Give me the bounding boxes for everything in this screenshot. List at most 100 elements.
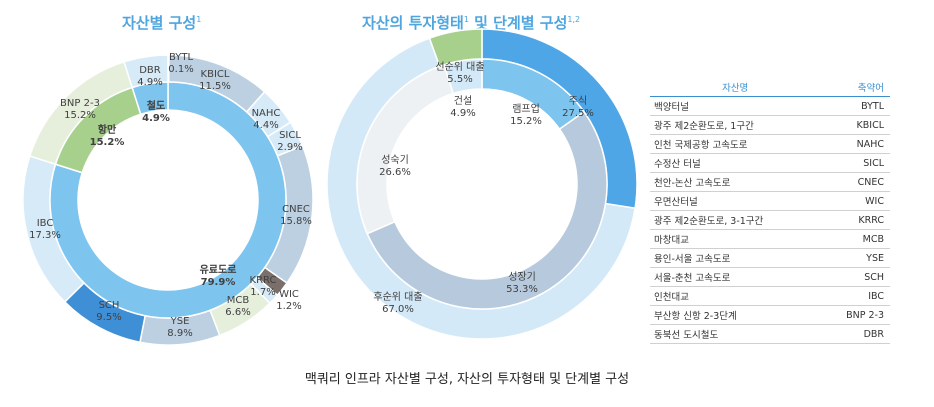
table-row: 용인-서울 고속도로 YSE bbox=[650, 248, 890, 268]
asset-name-cell: 천안-논산 고속도로 bbox=[650, 172, 821, 192]
asset-abbreviation-table: 자산명 축약어 백양터널 BYTL 광주 제2순환도로, 1구간 KBICL 인천 국제… bbox=[650, 78, 890, 344]
slice-label-toll-road: 유료도로 79.9% bbox=[200, 264, 237, 288]
slice-label-mature-value: 26.6% bbox=[379, 167, 411, 178]
slice-label-sch: SCH 9.5% bbox=[96, 300, 121, 323]
abbreviation-cell: BYTL bbox=[820, 96, 890, 116]
asset-name-cell: 광주 제2순환도로, 3-1구간 bbox=[650, 210, 821, 230]
middle-chart-title-part1: 자산의 투자형태 bbox=[362, 14, 464, 32]
donut-slice-건설 bbox=[443, 58, 483, 95]
asset-name-cell: 수정산 터널 bbox=[650, 153, 821, 173]
abbreviation-cell: KBICL bbox=[820, 115, 890, 135]
slice-label-cnec-name: CNEC bbox=[282, 204, 310, 215]
middle-chart-title: 자산의 투자형태1 및 단계별 구성1,2 bbox=[362, 12, 580, 33]
slice-label-bnp-2-3-name: BNP 2-3 bbox=[60, 98, 100, 109]
slice-label-nahc-name: NAHC bbox=[252, 108, 281, 119]
slice-label-rail: 철도 4.9% bbox=[142, 99, 170, 124]
slice-label-sub-loan-value: 67.0% bbox=[382, 304, 414, 315]
abbreviation-cell: SCH bbox=[820, 267, 890, 287]
abbreviation-cell: SICL bbox=[820, 153, 890, 173]
slice-label-port-value: 15.2% bbox=[90, 137, 125, 148]
slice-label-dbr-value: 4.9% bbox=[137, 77, 162, 88]
donut-slice-철도 bbox=[131, 81, 169, 116]
abbreviation-cell: WIC bbox=[820, 191, 890, 211]
slice-label-kbicl: KBICL 11.5% bbox=[199, 69, 231, 92]
slice-label-ramp-up: 램프업 15.2% bbox=[510, 102, 542, 127]
slice-label-ibc-name: IBC bbox=[37, 218, 54, 229]
asset-name-cell: 백양터널 bbox=[650, 96, 821, 116]
slice-label-growth-name: 성장기 bbox=[508, 271, 536, 283]
slice-label-construction-name: 건설 bbox=[454, 95, 472, 107]
slice-label-equity-name: 주식 bbox=[569, 95, 587, 107]
slice-label-mature-name: 성숙기 bbox=[381, 154, 409, 166]
slice-label-equity: 주식 27.5% bbox=[562, 95, 594, 119]
slice-label-kbicl-name: KBICL bbox=[201, 69, 230, 80]
slice-label-senior-loan-value: 5.5% bbox=[447, 74, 472, 85]
left-chart-title-text: 자산별 구성 bbox=[122, 14, 197, 32]
slice-label-sicl-value: 2.9% bbox=[277, 142, 302, 153]
slice-label-port-name: 항만 bbox=[98, 123, 117, 136]
middle-chart-title-part2: 및 단계별 구성 bbox=[468, 14, 568, 32]
slice-label-bytl-name: BYTL bbox=[169, 52, 194, 63]
slice-label-bnp-2-3-value: 15.2% bbox=[64, 110, 96, 121]
slice-label-krrc-value: 1.7% bbox=[250, 287, 275, 298]
asset-name-cell: 부산항 신항 2-3단계 bbox=[650, 305, 821, 325]
donut-slice-성장기 bbox=[366, 110, 608, 310]
slice-label-sicl-name: SICL bbox=[279, 130, 301, 141]
table-row: 인천대교 IBC bbox=[650, 286, 890, 306]
table-row: 부산항 신항 2-3단계 BNP 2-3 bbox=[650, 305, 890, 325]
asset-name-cell: 마창대교 bbox=[650, 229, 821, 249]
slice-label-ibc-value: 17.3% bbox=[29, 230, 61, 241]
slice-label-sch-value: 9.5% bbox=[96, 312, 121, 323]
middle-chart-title-footnote2: 1,2 bbox=[567, 15, 581, 24]
slice-label-mcb-value: 6.6% bbox=[225, 307, 250, 318]
slice-label-bnp-2-3: BNP 2-3 15.2% bbox=[60, 98, 100, 121]
abbreviation-cell: CNEC bbox=[820, 172, 890, 192]
slice-label-mcb-name: MCB bbox=[227, 295, 250, 306]
left-chart-title-footnote: 1 bbox=[196, 15, 202, 24]
slice-label-nahc-value: 4.4% bbox=[253, 120, 278, 131]
slice-label-port: 항만 15.2% bbox=[90, 123, 125, 148]
abbreviation-cell: MCB bbox=[820, 229, 890, 249]
asset-name-cell: 인천 국제공항 고속도로 bbox=[650, 134, 821, 154]
table-row: 마창대교 MCB bbox=[650, 229, 890, 249]
slice-label-wic-name: WIC bbox=[279, 289, 299, 300]
slice-label-growth: 성장기 53.3% bbox=[506, 271, 538, 295]
slice-label-senior-loan-name: 선순위 대출 bbox=[435, 60, 484, 73]
table-header-row: 자산명 축약어 bbox=[650, 78, 890, 97]
table-row: 백양터널 BYTL bbox=[650, 96, 890, 116]
slice-label-rail-name: 철도 bbox=[147, 99, 165, 112]
slice-label-krrc: KRRC 1.7% bbox=[250, 275, 277, 298]
table-row: 광주 제2순환도로, 1구간 KBICL bbox=[650, 115, 890, 135]
abbreviation-cell: YSE bbox=[820, 248, 890, 268]
slice-label-ramp-up-name: 램프업 bbox=[512, 102, 540, 115]
slice-label-yse-name: YSE bbox=[170, 316, 190, 327]
abbreviation-cell: DBR bbox=[820, 324, 890, 344]
slice-label-cnec: CNEC 15.8% bbox=[280, 204, 312, 227]
abbreviation-cell: NAHC bbox=[820, 134, 890, 154]
slice-label-rail-value: 4.9% bbox=[142, 113, 170, 124]
asset-name-cell: 용인-서울 고속도로 bbox=[650, 248, 821, 268]
table-body: 백양터널 BYTL 광주 제2순환도로, 1구간 KBICL 인천 국제공항 고속도로 N… bbox=[650, 96, 890, 344]
abbreviation-cell: KRRC bbox=[820, 210, 890, 230]
column-header-abbreviation: 축약어 bbox=[820, 78, 890, 97]
slice-label-kbicl-value: 11.5% bbox=[199, 81, 231, 92]
slice-label-equity-value: 27.5% bbox=[562, 108, 594, 119]
slice-label-bytl-value: 0.1% bbox=[168, 64, 193, 75]
table-row: 수정산 터널 SICL bbox=[650, 153, 890, 173]
table-row: 우면산터널 WIC bbox=[650, 191, 890, 211]
slice-label-ibc: IBC 17.3% bbox=[29, 218, 61, 241]
table-row: 인천 국제공항 고속도로 NAHC bbox=[650, 134, 890, 154]
donut-slice-유료도로 bbox=[49, 81, 287, 319]
slice-label-ramp-up-value: 15.2% bbox=[510, 116, 542, 127]
slice-label-wic: WIC 1.2% bbox=[276, 289, 301, 312]
figure-caption: 맥쿼리 인프라 자산별 구성, 자산의 투자형태 및 단계별 구성 bbox=[304, 372, 630, 387]
table-row: 광주 제2순환도로, 3-1구간 KRRC bbox=[650, 210, 890, 230]
slice-label-senior-loan: 선순위 대출 5.5% bbox=[435, 60, 484, 85]
abbreviation-cell: IBC bbox=[820, 286, 890, 306]
slice-label-sub-loan: 후순위 대출 67.0% bbox=[373, 290, 422, 315]
slice-label-dbr: DBR 4.9% bbox=[137, 65, 162, 88]
slice-label-cnec-value: 15.8% bbox=[280, 216, 312, 227]
asset-name-cell: 동북선 도시철도 bbox=[650, 324, 821, 344]
slice-label-nahc: NAHC 4.4% bbox=[252, 108, 281, 131]
